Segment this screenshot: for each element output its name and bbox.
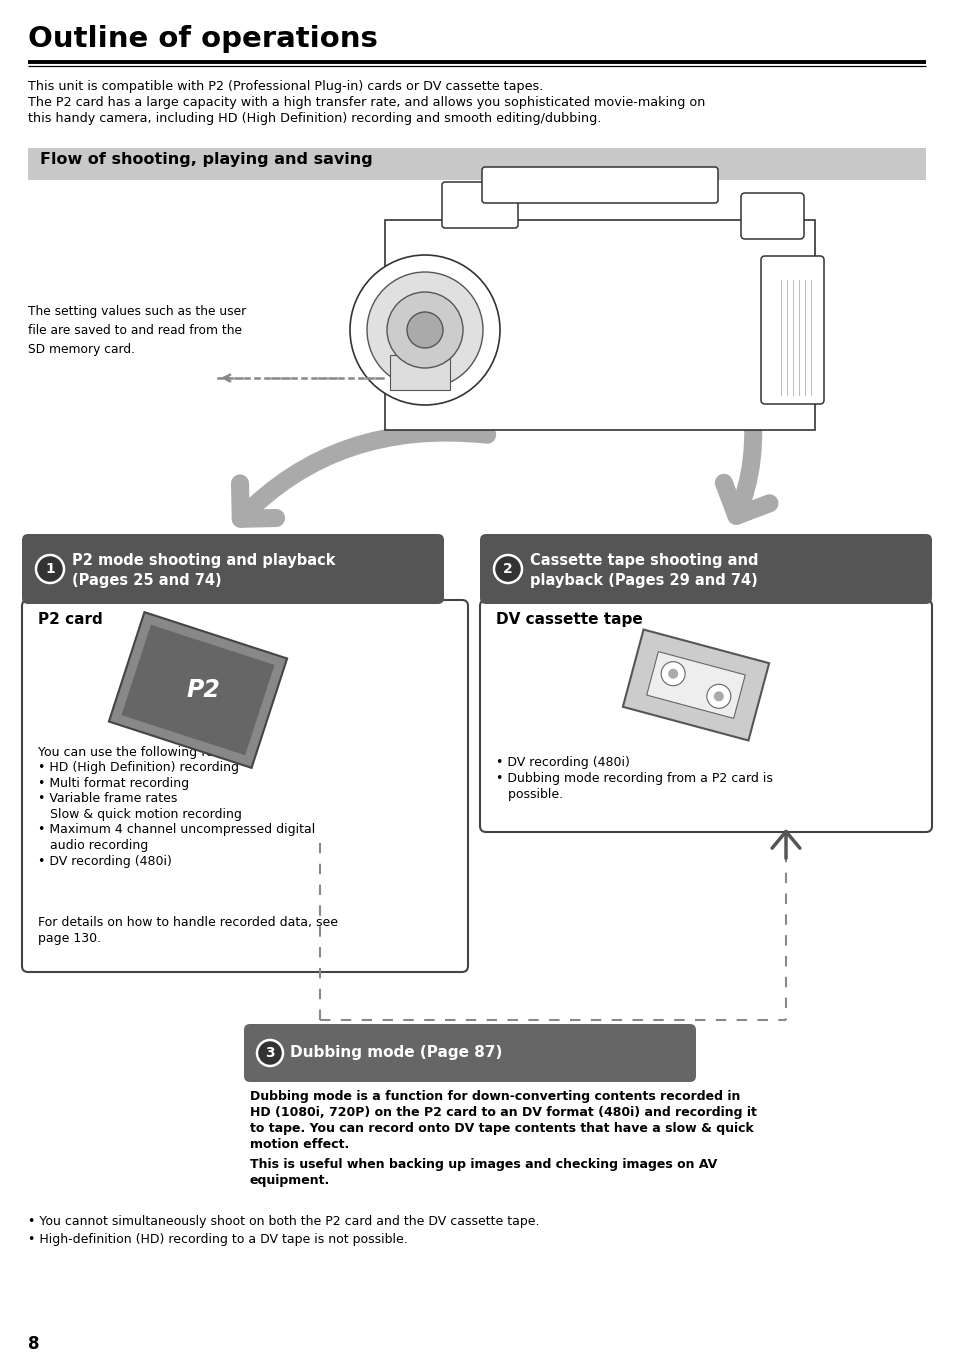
Text: P2: P2 — [186, 678, 220, 701]
Circle shape — [350, 255, 499, 405]
Text: possible.: possible. — [496, 788, 562, 802]
Text: 3: 3 — [265, 1047, 274, 1060]
FancyBboxPatch shape — [479, 533, 931, 604]
Text: Dubbing mode (Page 87): Dubbing mode (Page 87) — [290, 1045, 502, 1060]
Text: P2 mode shooting and playback: P2 mode shooting and playback — [71, 552, 335, 567]
Text: • DV recording (480i): • DV recording (480i) — [496, 756, 629, 769]
Polygon shape — [646, 651, 744, 719]
Circle shape — [36, 555, 64, 584]
Circle shape — [713, 692, 723, 701]
Text: • HD (High Definition) recording: • HD (High Definition) recording — [38, 761, 239, 774]
Text: Flow of shooting, playing and saving: Flow of shooting, playing and saving — [40, 152, 373, 167]
Text: • DV recording (480i): • DV recording (480i) — [38, 854, 172, 868]
Polygon shape — [121, 624, 274, 756]
Text: this handy camera, including HD (High Definition) recording and smooth editing/d: this handy camera, including HD (High De… — [28, 112, 600, 125]
Text: P2 card: P2 card — [38, 612, 103, 627]
Polygon shape — [622, 630, 768, 741]
Text: equipment.: equipment. — [250, 1174, 330, 1187]
Polygon shape — [109, 612, 287, 768]
Text: Outline of operations: Outline of operations — [28, 24, 377, 53]
FancyBboxPatch shape — [22, 533, 443, 604]
Text: • Maximum 4 channel uncompressed digital: • Maximum 4 channel uncompressed digital — [38, 823, 314, 837]
Text: page 130.: page 130. — [38, 932, 101, 945]
Text: • Variable frame rates: • Variable frame rates — [38, 792, 177, 806]
FancyBboxPatch shape — [22, 600, 468, 972]
Circle shape — [660, 662, 684, 685]
FancyBboxPatch shape — [385, 219, 814, 431]
Text: Dubbing mode is a function for down-converting contents recorded in: Dubbing mode is a function for down-conv… — [250, 1090, 740, 1104]
Text: • High-definition (HD) recording to a DV tape is not possible.: • High-definition (HD) recording to a DV… — [28, 1233, 407, 1246]
Text: 2: 2 — [502, 562, 513, 575]
Text: 1: 1 — [45, 562, 55, 575]
FancyBboxPatch shape — [244, 1024, 696, 1082]
Text: • You cannot simultaneously shoot on both the P2 card and the DV cassette tape.: • You cannot simultaneously shoot on bot… — [28, 1215, 539, 1228]
FancyBboxPatch shape — [740, 194, 803, 240]
Text: motion effect.: motion effect. — [250, 1137, 349, 1151]
Text: audio recording: audio recording — [38, 839, 148, 852]
Text: Slow & quick motion recording: Slow & quick motion recording — [38, 808, 242, 821]
Text: 8: 8 — [28, 1335, 39, 1353]
FancyArrowPatch shape — [723, 393, 769, 516]
Circle shape — [667, 669, 678, 678]
Text: (Pages 25 and 74): (Pages 25 and 74) — [71, 573, 221, 588]
Circle shape — [494, 555, 521, 584]
Text: HD (1080i, 720P) on the P2 card to an DV format (480i) and recording it: HD (1080i, 720P) on the P2 card to an DV… — [250, 1106, 756, 1118]
Text: • Dubbing mode recording from a P2 card is: • Dubbing mode recording from a P2 card … — [496, 772, 772, 785]
Text: The P2 card has a large capacity with a high transfer rate, and allows you sophi: The P2 card has a large capacity with a … — [28, 96, 704, 110]
Text: You can use the following features:: You can use the following features: — [38, 746, 257, 760]
FancyBboxPatch shape — [479, 600, 931, 831]
FancyArrowPatch shape — [771, 831, 799, 858]
Circle shape — [387, 292, 462, 368]
Text: to tape. You can record onto DV tape contents that have a slow & quick: to tape. You can record onto DV tape con… — [250, 1122, 753, 1135]
Text: The setting values such as the user
file are saved to and read from the
SD memor: The setting values such as the user file… — [28, 305, 246, 356]
Text: This unit is compatible with P2 (Professional Plug-in) cards or DV cassette tape: This unit is compatible with P2 (Profess… — [28, 80, 543, 93]
Bar — [390, 355, 450, 390]
Text: DV cassette tape: DV cassette tape — [496, 612, 642, 627]
Circle shape — [407, 311, 442, 348]
Circle shape — [256, 1040, 283, 1066]
FancyBboxPatch shape — [441, 181, 517, 227]
Text: • Multi format recording: • Multi format recording — [38, 777, 189, 789]
Bar — [28, 148, 925, 180]
FancyArrowPatch shape — [240, 432, 487, 519]
Text: This is useful when backing up images and checking images on AV: This is useful when backing up images an… — [250, 1158, 717, 1171]
Text: playback (Pages 29 and 74): playback (Pages 29 and 74) — [530, 573, 757, 588]
Text: Cassette tape shooting and: Cassette tape shooting and — [530, 552, 758, 567]
FancyBboxPatch shape — [481, 167, 718, 203]
FancyBboxPatch shape — [760, 256, 823, 403]
Text: For details on how to handle recorded data, see: For details on how to handle recorded da… — [38, 917, 337, 929]
Circle shape — [706, 684, 730, 708]
Circle shape — [367, 272, 482, 389]
